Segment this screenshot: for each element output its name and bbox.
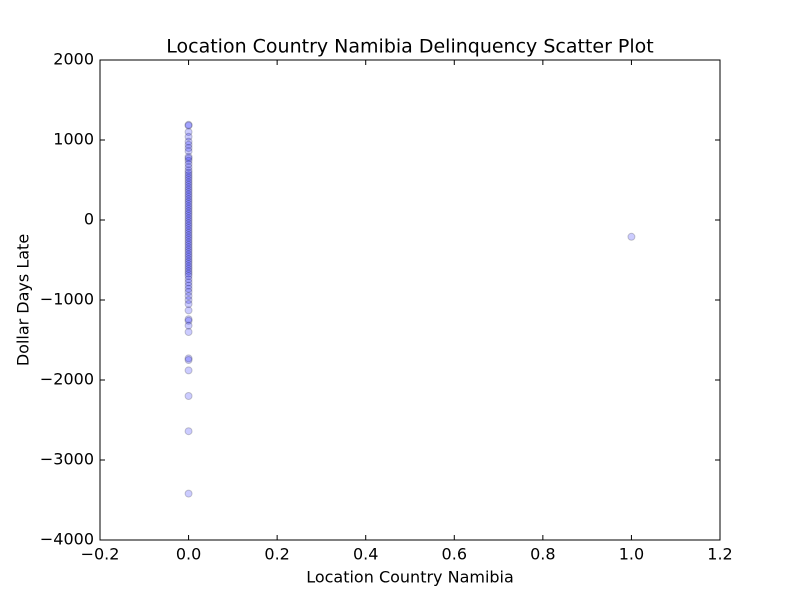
point — [184, 366, 193, 375]
point — [184, 228, 193, 237]
y-tick-label: −2000 — [40, 370, 94, 389]
point — [184, 316, 193, 325]
point — [184, 278, 193, 287]
point — [184, 180, 193, 189]
point — [184, 171, 193, 180]
x-axis-label: Location Country Namibia — [306, 568, 514, 587]
point — [184, 252, 193, 261]
point — [184, 267, 193, 276]
point — [184, 328, 193, 336]
point — [184, 197, 193, 206]
point — [184, 221, 193, 230]
point — [184, 207, 193, 216]
point — [184, 321, 193, 330]
point — [184, 300, 193, 308]
x-tick-label: 0.2 — [264, 545, 289, 564]
y-axis-label: Dollar Days Late — [14, 234, 33, 366]
point — [184, 275, 193, 284]
y-tick-label: 2000 — [53, 50, 94, 69]
y-tick-label: −3000 — [40, 450, 94, 469]
point — [184, 240, 193, 249]
point — [184, 255, 193, 264]
point — [184, 296, 193, 304]
point — [184, 202, 193, 211]
x-tick-label: 0.0 — [176, 545, 201, 564]
point — [184, 160, 193, 168]
point — [184, 292, 193, 300]
point — [184, 209, 193, 218]
point — [184, 212, 193, 220]
point — [184, 214, 193, 223]
point — [184, 245, 193, 254]
point — [184, 132, 193, 141]
y-tick-label: −4000 — [40, 530, 94, 549]
point — [184, 190, 193, 199]
point — [184, 200, 193, 208]
point — [184, 264, 193, 273]
point — [184, 269, 193, 278]
point — [184, 154, 193, 163]
point — [184, 168, 193, 177]
x-tick-label: 1.0 — [619, 545, 644, 564]
point — [184, 315, 193, 324]
point — [184, 121, 193, 130]
point — [184, 140, 193, 149]
point — [184, 306, 193, 315]
point — [184, 243, 193, 252]
point — [184, 354, 193, 363]
point — [184, 236, 193, 244]
point — [184, 231, 193, 240]
point — [184, 195, 193, 204]
point — [184, 178, 193, 187]
point — [184, 147, 193, 156]
point — [184, 248, 193, 256]
point — [184, 262, 193, 271]
point — [184, 257, 193, 266]
point — [184, 156, 193, 165]
chart-title: Location Country Namibia Delinquency Sca… — [166, 36, 653, 58]
point — [184, 128, 193, 136]
point — [184, 173, 193, 182]
point — [184, 250, 193, 259]
point — [184, 219, 193, 228]
point — [184, 204, 193, 213]
point — [184, 183, 193, 192]
plot-frame — [99, 59, 721, 541]
point — [184, 163, 193, 172]
point — [184, 216, 193, 225]
point — [184, 185, 193, 194]
point — [184, 224, 193, 232]
point — [184, 144, 193, 152]
point — [184, 392, 193, 400]
point — [184, 152, 193, 161]
point — [184, 226, 193, 235]
x-tick-label: 0.4 — [353, 545, 378, 564]
point — [184, 260, 193, 268]
point — [184, 288, 193, 296]
point — [184, 427, 193, 436]
point — [184, 356, 193, 364]
y-tick-label: 1000 — [53, 130, 94, 149]
x-tick-label: 0.8 — [530, 545, 555, 564]
y-tick-label: −1000 — [40, 290, 94, 309]
point — [184, 188, 193, 196]
point — [184, 238, 193, 247]
point — [184, 120, 193, 129]
x-tick-label: 1.2 — [707, 545, 732, 564]
point — [184, 233, 193, 242]
y-tick-label: 0 — [84, 210, 94, 229]
point — [184, 176, 193, 184]
point — [627, 232, 636, 241]
point — [184, 284, 193, 293]
x-tick-label: −0.2 — [81, 545, 120, 564]
x-tick-label: 0.6 — [442, 545, 467, 564]
point — [184, 192, 193, 201]
point — [184, 137, 193, 146]
point — [184, 166, 193, 175]
point — [184, 272, 193, 280]
point — [184, 281, 193, 290]
point — [184, 489, 193, 498]
